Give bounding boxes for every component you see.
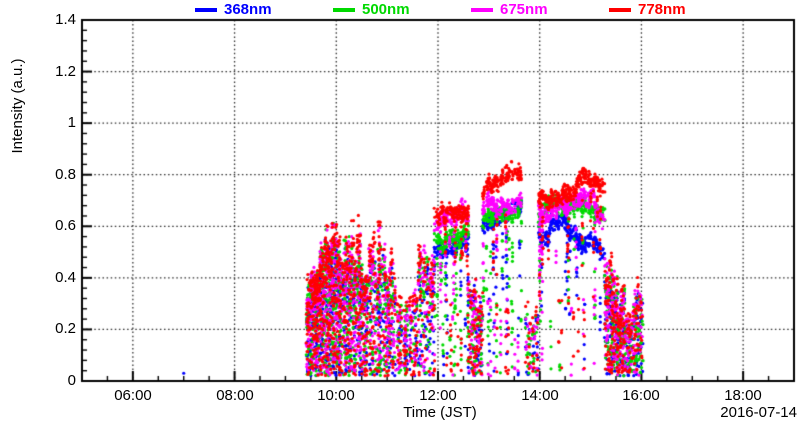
y-tick-label-0p6: 0.6 bbox=[55, 217, 76, 234]
legend-item-368nm: 368nm bbox=[195, 1, 272, 18]
x-tick-label-1600: 16:00 bbox=[622, 387, 660, 404]
legend-marker-675nm bbox=[471, 7, 493, 12]
x-tick-label-1000: 10:00 bbox=[317, 387, 355, 404]
y-axis-title: Intensity (a.u.) bbox=[9, 58, 26, 154]
legend-item-675nm: 675nm bbox=[471, 1, 548, 18]
y-tick-label-0p8: 0.8 bbox=[55, 166, 76, 183]
x-tick-label-0600: 06:00 bbox=[114, 387, 152, 404]
legend-label-778nm: 778nm bbox=[638, 1, 686, 18]
y-tick-label-0p4: 0.4 bbox=[55, 269, 76, 286]
legend-item-500nm: 500nm bbox=[333, 1, 410, 18]
y-tick-label-1p4: 1.4 bbox=[55, 11, 76, 28]
y-tick-label-0p2: 0.2 bbox=[55, 320, 76, 337]
date-label: 2016-07-14 bbox=[720, 404, 797, 421]
x-axis-title: Time (JST) bbox=[403, 404, 477, 421]
x-tick-label-1200: 12:00 bbox=[419, 387, 457, 404]
legend-marker-368nm bbox=[195, 7, 217, 12]
x-tick-label-1400: 14:00 bbox=[521, 387, 559, 404]
legend-label-500nm: 500nm bbox=[362, 1, 410, 18]
x-tick-label-0800: 08:00 bbox=[216, 387, 254, 404]
legend-item-778nm: 778nm bbox=[609, 1, 686, 18]
y-tick-label-0: 0 bbox=[67, 372, 76, 389]
legend-marker-778nm bbox=[609, 7, 631, 12]
y-tick-label-1p2: 1.2 bbox=[55, 63, 76, 80]
legend-label-675nm: 675nm bbox=[500, 1, 548, 18]
y-tick-label-1: 1 bbox=[67, 114, 76, 131]
legend-label-368nm: 368nm bbox=[224, 1, 272, 18]
x-tick-label-1800: 18:00 bbox=[724, 387, 762, 404]
legend-marker-500nm bbox=[333, 7, 355, 12]
